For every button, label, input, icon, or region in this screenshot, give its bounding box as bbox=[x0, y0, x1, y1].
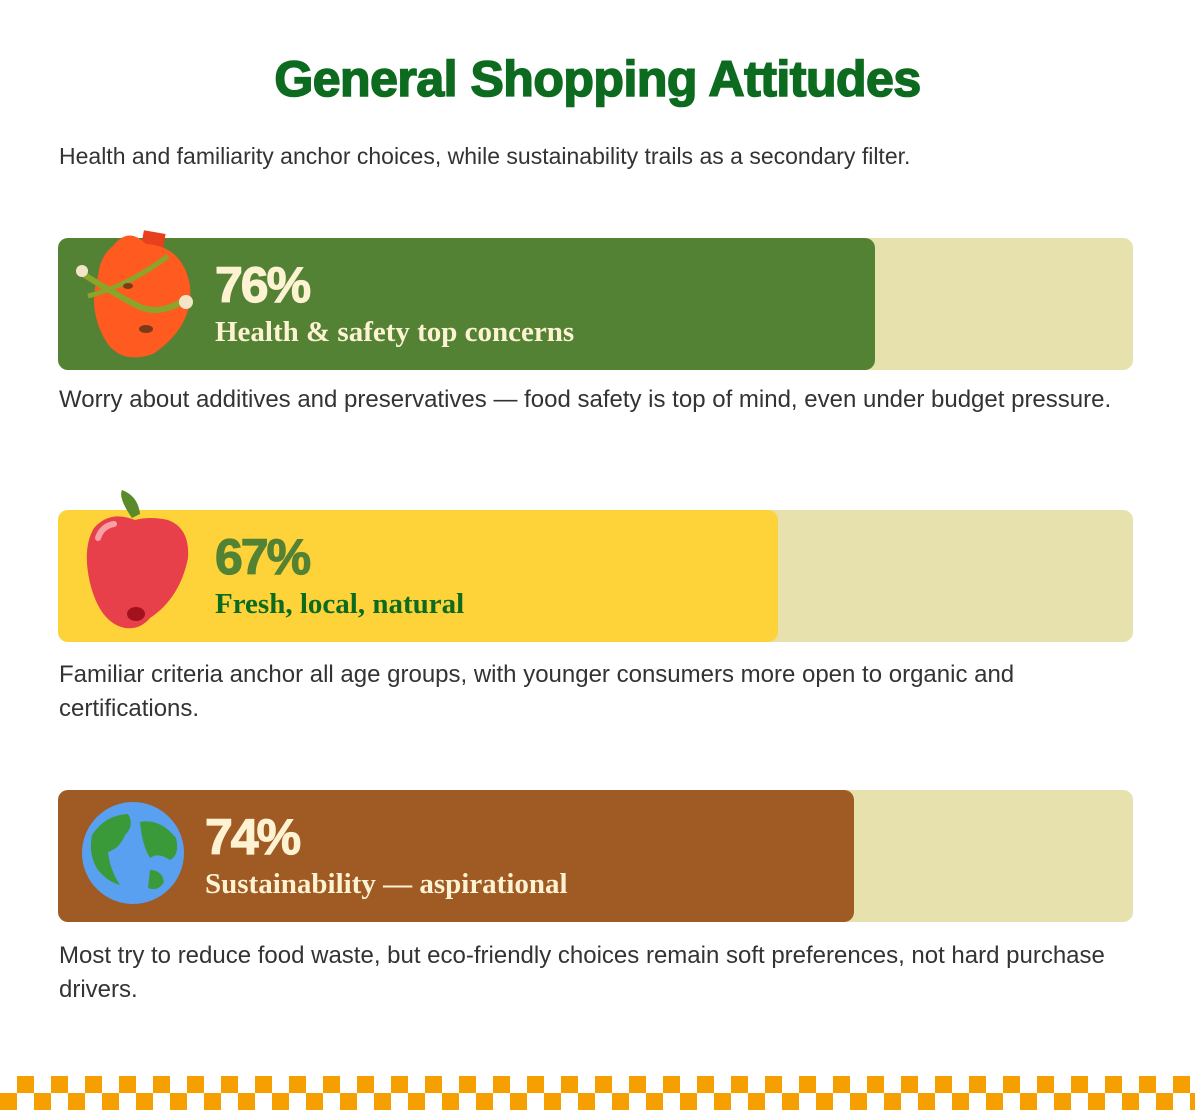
description: Most try to reduce food waste, but eco-f… bbox=[59, 942, 1105, 1003]
checker-border bbox=[0, 1076, 1195, 1110]
apple-icon bbox=[86, 490, 189, 629]
description: Worry about additives and preservatives … bbox=[59, 386, 1112, 413]
category-label: Health & safety top concerns bbox=[215, 316, 575, 348]
title: General Shopping Attitudes bbox=[274, 50, 922, 108]
heart-icon bbox=[76, 230, 193, 358]
value-label: 74% bbox=[204, 808, 301, 865]
subtitle: Health and familiarity anchor choices, w… bbox=[59, 143, 911, 169]
category-label: Fresh, local, natural bbox=[215, 588, 465, 620]
globe-icon bbox=[82, 802, 184, 904]
bar bbox=[58, 790, 854, 922]
value-label: 76% bbox=[214, 256, 311, 313]
description: Familiar criteria anchor all age groups,… bbox=[59, 661, 1015, 722]
bar bbox=[58, 238, 875, 370]
category-label: Sustainability — aspirational bbox=[205, 868, 568, 900]
value-label: 67% bbox=[214, 528, 311, 585]
